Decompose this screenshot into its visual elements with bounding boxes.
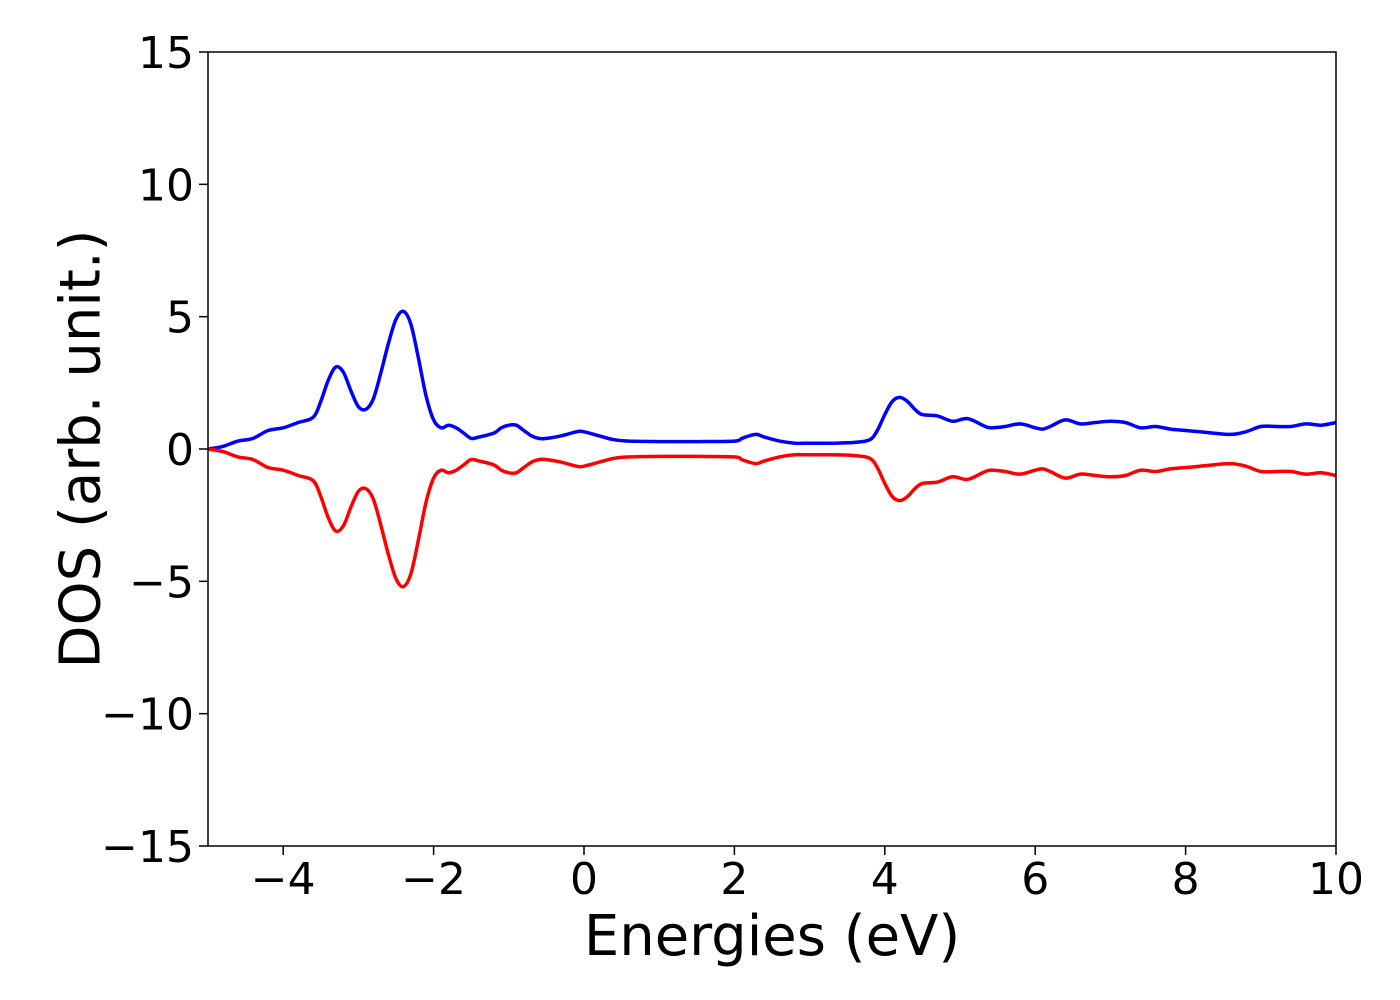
series-line-1 [207,447,1337,589]
x-tick-label: −4 [251,854,316,905]
series-line-0 [207,309,1337,451]
x-tick-label: 0 [570,854,598,905]
x-tick-label: 6 [1021,854,1049,905]
x-tick-label: 10 [1308,854,1364,905]
x-tick-label: −2 [401,854,466,905]
y-tick-label: −15 [101,822,194,873]
series-layer [207,309,1337,589]
x-tick-label: 8 [1172,854,1200,905]
y-axis-ticks: 15 10 5 0 −5 −10 −15 [101,28,208,873]
y-tick-label: 0 [166,425,194,476]
y-tick-label: 15 [138,28,194,79]
x-tick-label: 2 [720,854,748,905]
y-axis-label: DOS (arb. unit.) [49,229,114,668]
y-tick-label: 5 [166,293,194,344]
x-axis-ticks: −4 −2 0 2 4 6 8 10 [251,846,1364,905]
x-axis-label: Energies (eV) [584,904,960,969]
y-tick-label: 10 [138,160,194,211]
x-tick-label: 4 [871,854,899,905]
y-tick-label: −5 [129,557,194,608]
y-tick-label: −10 [101,690,194,741]
